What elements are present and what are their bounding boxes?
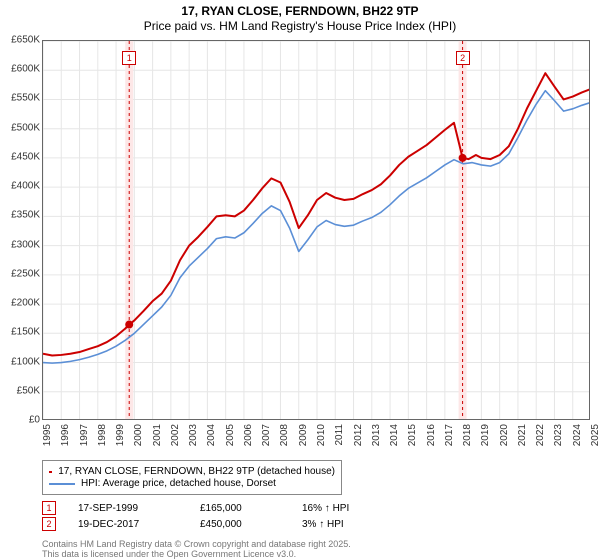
x-tick-label: 2023 — [553, 424, 564, 454]
x-tick-label: 2005 — [225, 424, 236, 454]
x-tick-label: 2006 — [243, 424, 254, 454]
footer: Contains HM Land Registry data © Crown c… — [42, 540, 351, 560]
x-tick-label: 2012 — [353, 424, 364, 454]
footer-line-2: This data is licensed under the Open Gov… — [42, 550, 351, 560]
sale-date-2: 19-DEC-2017 — [78, 519, 178, 530]
x-tick-label: 2017 — [444, 424, 455, 454]
x-tick-label: 2007 — [261, 424, 272, 454]
y-tick-label: £450K — [0, 151, 40, 162]
sale-badge-1: 1 — [42, 501, 56, 515]
x-tick-label: 2020 — [499, 424, 510, 454]
y-tick-label: £550K — [0, 93, 40, 104]
x-tick-label: 2008 — [279, 424, 290, 454]
y-tick-label: £300K — [0, 239, 40, 250]
x-tick-label: 2013 — [371, 424, 382, 454]
sale-date-1: 17-SEP-1999 — [78, 503, 178, 514]
y-tick-label: £150K — [0, 327, 40, 338]
legend-row-0: 17, RYAN CLOSE, FERNDOWN, BH22 9TP (deta… — [49, 466, 335, 477]
x-tick-label: 2001 — [152, 424, 163, 454]
sale-price-2: £450,000 — [200, 519, 280, 530]
sale-delta-2: 3% ↑ HPI — [302, 519, 344, 530]
x-tick-label: 1995 — [42, 424, 53, 454]
y-tick-label: £0 — [0, 415, 40, 426]
x-tick-label: 2009 — [298, 424, 309, 454]
y-tick-label: £650K — [0, 35, 40, 46]
x-tick-label: 2000 — [133, 424, 144, 454]
x-tick-label: 2016 — [426, 424, 437, 454]
x-tick-label: 1997 — [79, 424, 90, 454]
bottom-panel: 17, RYAN CLOSE, FERNDOWN, BH22 9TP (deta… — [42, 460, 590, 533]
chart-area: 12 — [42, 40, 590, 420]
x-tick-label: 2010 — [316, 424, 327, 454]
x-tick-label: 2004 — [206, 424, 217, 454]
y-tick-label: £500K — [0, 122, 40, 133]
legend-swatch-0 — [49, 471, 52, 473]
y-tick-label: £400K — [0, 181, 40, 192]
x-tick-label: 2022 — [535, 424, 546, 454]
title-line-1: 17, RYAN CLOSE, FERNDOWN, BH22 9TP — [0, 4, 600, 19]
x-tick-label: 2002 — [170, 424, 181, 454]
legend-swatch-1 — [49, 483, 75, 485]
x-tick-label: 2018 — [462, 424, 473, 454]
sale-marker-2: 2 — [456, 51, 470, 65]
x-tick-label: 2024 — [572, 424, 583, 454]
x-tick-label: 2003 — [188, 424, 199, 454]
x-tick-label: 2025 — [590, 424, 600, 454]
y-tick-label: £50K — [0, 385, 40, 396]
sales-row-0: 1 17-SEP-1999 £165,000 16% ↑ HPI — [42, 501, 590, 515]
chart-container: { "title": { "line1": "17, RYAN CLOSE, F… — [0, 0, 600, 560]
x-tick-label: 2011 — [334, 424, 345, 454]
sale-badge-2: 2 — [42, 517, 56, 531]
sale-price-1: £165,000 — [200, 503, 280, 514]
y-tick-label: £100K — [0, 356, 40, 367]
x-tick-label: 1998 — [97, 424, 108, 454]
x-tick-label: 2021 — [517, 424, 528, 454]
plot-svg — [43, 41, 590, 420]
y-tick-label: £250K — [0, 268, 40, 279]
legend-row-1: HPI: Average price, detached house, Dors… — [49, 478, 335, 489]
x-tick-label: 2015 — [407, 424, 418, 454]
y-tick-label: £600K — [0, 64, 40, 75]
legend-label-0: 17, RYAN CLOSE, FERNDOWN, BH22 9TP (deta… — [58, 466, 335, 477]
x-tick-label: 1999 — [115, 424, 126, 454]
title-block: 17, RYAN CLOSE, FERNDOWN, BH22 9TP Price… — [0, 0, 600, 34]
x-tick-label: 2014 — [389, 424, 400, 454]
title-line-2: Price paid vs. HM Land Registry's House … — [0, 19, 600, 34]
plot-box: 12 — [42, 40, 590, 420]
y-tick-label: £350K — [0, 210, 40, 221]
sale-delta-1: 16% ↑ HPI — [302, 503, 349, 514]
sale-marker-1: 1 — [122, 51, 136, 65]
legend-box: 17, RYAN CLOSE, FERNDOWN, BH22 9TP (deta… — [42, 460, 342, 495]
y-tick-label: £200K — [0, 298, 40, 309]
legend-label-1: HPI: Average price, detached house, Dors… — [81, 478, 276, 489]
sales-table: 1 17-SEP-1999 £165,000 16% ↑ HPI 2 19-DE… — [42, 501, 590, 531]
x-tick-label: 2019 — [480, 424, 491, 454]
sales-row-1: 2 19-DEC-2017 £450,000 3% ↑ HPI — [42, 517, 590, 531]
x-tick-label: 1996 — [60, 424, 71, 454]
